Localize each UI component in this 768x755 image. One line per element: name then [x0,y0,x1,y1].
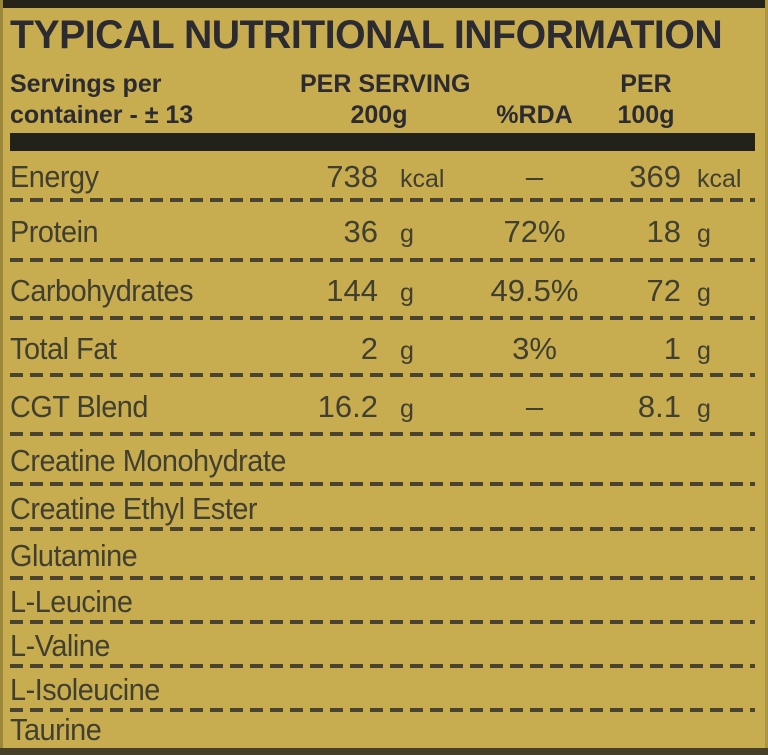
per-serving-label: PER SERVING [300,70,471,98]
table-row-cgt-blend: CGT Blend 16.2 g – 8.1 g [10,377,755,436]
row-label: Energy [10,158,99,194]
ingredient-row-creatine-monohydrate: Creatine Monohydrate [10,436,755,486]
rda-value: 3% [512,330,557,366]
ingredient-row-creatine-ethyl-ester: Creatine Ethyl Ester [10,486,755,531]
per-serving-value: 16.2 [317,388,378,424]
per-serving-unit: g [400,394,414,423]
per-serving-unit: g [400,336,414,365]
row-label: Total Fat [10,330,117,366]
per-100g-unit: g [697,394,711,423]
rda-label: %RDA [496,101,573,129]
per-serving-value: 2 [360,330,378,366]
table-row-carbohydrates: Carbohydrates 144 g 49.5% 72 g [10,262,755,320]
top-bar [0,0,768,8]
column-headers: Servings per container - ± 13 PER SERVIN… [10,62,755,133]
per-100g-value: 369 [629,158,681,194]
ingredient-row-taurine: Taurine [10,712,102,747]
per-100g-unit: g [697,279,711,307]
row-label: Protein [10,214,99,249]
per-100g-value: 1 [663,330,681,366]
header-divider-bar [10,133,755,151]
per100-label: PER [620,70,672,98]
per-100g-unit: kcal [697,164,742,193]
per-100g-value: 8.1 [637,388,681,424]
column-header-per-100g: PER 100g [611,69,681,133]
per-serving-unit: g [400,279,414,307]
per100-amount: 100g [617,101,675,129]
rda-value: 49.5% [490,273,579,308]
column-header-rda: %RDA [458,69,611,133]
per-serving-unit: kcal [400,164,445,193]
per-100g-unit: g [697,336,711,365]
right-edge-border [765,0,768,755]
left-edge-border [0,0,3,755]
table-row-energy: Energy 738 kcal – 369 kcal [10,151,755,202]
ingredient-row-l-valine: L-Valine [10,624,755,668]
per-serving-value: 144 [326,273,378,308]
ingredient-row-glutamine: Glutamine [10,531,755,580]
label-content: TYPICAL NUTRITIONAL INFORMATION Servings… [10,8,755,748]
row-label: CGT Blend [10,388,148,424]
per-100g-unit: g [697,220,711,248]
per-serving-value: 738 [326,158,378,194]
title-row: TYPICAL NUTRITIONAL INFORMATION [10,8,755,62]
column-header-per-serving: PER SERVING 200g [300,69,471,133]
page-title: TYPICAL NUTRITIONAL INFORMATION [10,12,723,57]
per-100g-value: 72 [646,273,681,308]
ingredient-row-l-isoleucine: L-Isoleucine [10,668,755,712]
bottom-bar [0,748,768,755]
per-serving-value: 36 [343,214,378,249]
row-label: Carbohydrates [10,273,194,308]
table-row-total-fat: Total Fat 2 g 3% 1 g [10,320,755,377]
servings-line1: Servings per [10,70,162,98]
rda-value: – [525,158,544,194]
servings-line2: container - ± 13 [10,101,194,129]
rda-value: 72% [503,214,566,249]
per-serving-unit: g [400,220,414,248]
rda-value: – [525,388,544,424]
servings-per-container: Servings per container - ± 13 [10,69,300,133]
per-serving-amount: 200g [350,101,408,129]
table-row-protein: Protein 36 g 72% 18 g [10,202,755,262]
per-100g-value: 18 [646,214,681,249]
ingredient-row-l-leucine: L-Leucine [10,580,755,624]
